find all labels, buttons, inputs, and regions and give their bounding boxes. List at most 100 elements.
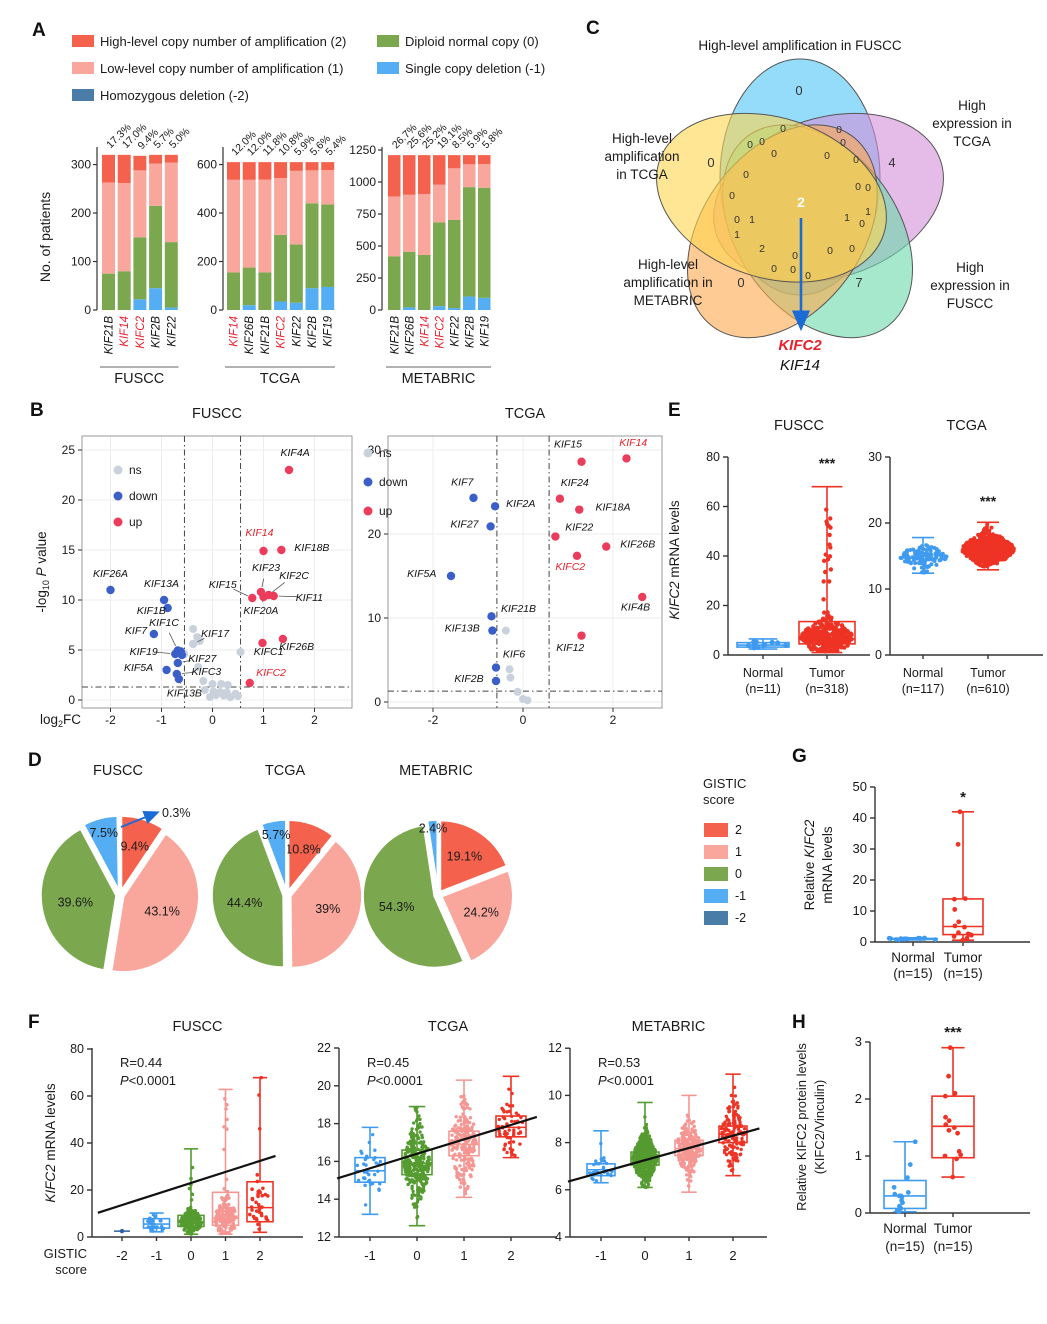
svg-text:0: 0 xyxy=(734,214,740,226)
svg-text:KIF13B: KIF13B xyxy=(445,622,480,634)
svg-text:KIF15: KIF15 xyxy=(554,438,582,450)
svg-text:Homozygous deletion (-2): Homozygous deletion (-2) xyxy=(100,88,249,103)
svg-text:KIF5A: KIF5A xyxy=(124,662,153,674)
svg-text:amplification: amplification xyxy=(604,149,679,164)
panel-a-copy-number-bar-charts: High-level copy number of amplification … xyxy=(37,34,545,387)
svg-text:KIF13B: KIF13B xyxy=(167,688,202,700)
svg-text:down: down xyxy=(379,475,408,489)
svg-text:-2: -2 xyxy=(116,1248,128,1263)
svg-text:KIFC1: KIFC1 xyxy=(254,646,284,658)
svg-text:High-level: High-level xyxy=(612,131,672,146)
svg-text:KIFC2: KIFC2 xyxy=(555,561,585,573)
svg-text:15: 15 xyxy=(62,543,76,557)
svg-text:No. of patients: No. of patients xyxy=(37,192,53,282)
svg-text:R=0.53: R=0.53 xyxy=(598,1055,640,1070)
svg-text:in TCGA: in TCGA xyxy=(616,167,668,182)
svg-text:High-level copy number of ampl: High-level copy number of amplification … xyxy=(100,34,346,49)
svg-text:Relative KIFC2 protein levels: Relative KIFC2 protein levels xyxy=(794,1043,809,1211)
svg-text:Normal: Normal xyxy=(743,666,783,680)
svg-text:KIFC2 mRNA levels: KIFC2 mRNA levels xyxy=(43,1083,58,1203)
svg-text:9.4%: 9.4% xyxy=(120,840,149,854)
svg-text:KIF2B: KIF2B xyxy=(151,316,163,348)
svg-text:0: 0 xyxy=(520,713,527,727)
svg-text:KIF19: KIF19 xyxy=(323,315,335,346)
svg-text:KIF19: KIF19 xyxy=(130,646,158,658)
svg-text:KIF14: KIF14 xyxy=(245,527,273,539)
svg-text:0: 0 xyxy=(792,250,798,262)
svg-text:KIF14: KIF14 xyxy=(419,316,431,347)
svg-text:750: 750 xyxy=(356,207,376,221)
svg-text:FUSCC: FUSCC xyxy=(947,296,994,311)
svg-text:TCGA: TCGA xyxy=(953,134,991,149)
svg-text:KIF1C: KIF1C xyxy=(149,617,179,629)
svg-text:GISTIC: GISTIC xyxy=(703,776,746,791)
svg-text:KIF5A: KIF5A xyxy=(407,568,436,580)
svg-text:log2FC: log2FC xyxy=(40,712,81,729)
svg-text:(n=15): (n=15) xyxy=(943,966,982,981)
svg-text:-2: -2 xyxy=(428,713,439,727)
svg-text:10: 10 xyxy=(868,582,882,596)
svg-text:Relative KIFC2: Relative KIFC2 xyxy=(802,819,817,910)
svg-text:KIF2B: KIF2B xyxy=(464,316,476,348)
panel-a-letter: A xyxy=(32,20,46,41)
svg-text:FUSCC: FUSCC xyxy=(173,1019,223,1035)
panel-b-letter: B xyxy=(30,400,44,421)
svg-text:KIF13A: KIF13A xyxy=(144,578,179,590)
svg-text:TCGA: TCGA xyxy=(260,371,301,387)
svg-text:KIF2C: KIF2C xyxy=(279,570,309,582)
svg-text:0: 0 xyxy=(780,123,786,135)
svg-text:P<0.0001: P<0.0001 xyxy=(367,1073,423,1088)
svg-text:300: 300 xyxy=(71,158,91,172)
svg-text:KIF27: KIF27 xyxy=(450,518,479,530)
svg-text:30: 30 xyxy=(853,841,867,856)
svg-text:20: 20 xyxy=(853,872,867,887)
svg-text:up: up xyxy=(379,504,393,518)
svg-text:METABRIC: METABRIC xyxy=(402,371,476,387)
svg-text:80: 80 xyxy=(70,1042,84,1056)
svg-text:500: 500 xyxy=(356,239,376,253)
svg-text:(n=15): (n=15) xyxy=(933,1239,972,1254)
svg-text:0: 0 xyxy=(641,1248,648,1263)
svg-text:-1: -1 xyxy=(156,713,167,727)
svg-text:0: 0 xyxy=(771,263,777,275)
svg-text:R=0.45: R=0.45 xyxy=(367,1055,409,1070)
svg-text:KIFC2: KIFC2 xyxy=(256,667,286,679)
svg-text:expression in: expression in xyxy=(932,116,1012,131)
svg-text:10: 10 xyxy=(368,611,382,625)
svg-text:KIF14: KIF14 xyxy=(229,316,241,347)
svg-text:250: 250 xyxy=(356,271,376,285)
svg-text:KIF26B: KIF26B xyxy=(620,538,655,550)
svg-text:P<0.0001: P<0.0001 xyxy=(598,1073,654,1088)
panel-e-letter: E xyxy=(668,400,681,421)
panel-c-venn-diagram: High-level amplification in FUSCC High exp… xyxy=(604,38,1012,374)
svg-text:0: 0 xyxy=(187,1248,194,1263)
svg-text:KIF26B: KIF26B xyxy=(244,316,256,355)
svg-text:50: 50 xyxy=(853,779,867,794)
svg-text:KIF14: KIF14 xyxy=(619,437,647,449)
svg-text:2: 2 xyxy=(759,243,765,255)
svg-text:400: 400 xyxy=(197,206,217,220)
svg-text:20: 20 xyxy=(706,599,720,613)
svg-text:KIFC2: KIFC2 xyxy=(135,315,147,348)
svg-text:-1: -1 xyxy=(735,889,746,903)
svg-text:12: 12 xyxy=(548,1041,562,1055)
svg-text:TCGA: TCGA xyxy=(946,418,987,434)
svg-text:KIF22: KIF22 xyxy=(449,315,461,346)
svg-text:25: 25 xyxy=(62,443,76,457)
panel-d-letter: D xyxy=(28,750,42,771)
svg-text:KIF15: KIF15 xyxy=(209,579,237,591)
svg-text:1000: 1000 xyxy=(349,175,376,189)
svg-text:40: 40 xyxy=(853,810,867,825)
svg-text:54.3%: 54.3% xyxy=(379,900,414,914)
panel-h-protein-level-plot: 0 1 2 3 Normal (n=15) Tumor (n=15) *** Relative K… xyxy=(794,1024,1030,1254)
svg-text:1: 1 xyxy=(855,1148,862,1163)
svg-text:Tumor: Tumor xyxy=(934,1221,973,1236)
svg-text:KIF12: KIF12 xyxy=(556,642,584,654)
svg-text:High-level amplification in FU: High-level amplification in FUSCC xyxy=(698,38,902,53)
svg-text:R=0.44: R=0.44 xyxy=(120,1055,162,1070)
svg-text:KIF14: KIF14 xyxy=(119,316,131,347)
svg-text:High: High xyxy=(958,98,986,113)
svg-text:1: 1 xyxy=(749,214,755,226)
svg-text:KIF4A: KIF4A xyxy=(281,447,310,459)
svg-text:KIFC2: KIFC2 xyxy=(434,315,446,348)
